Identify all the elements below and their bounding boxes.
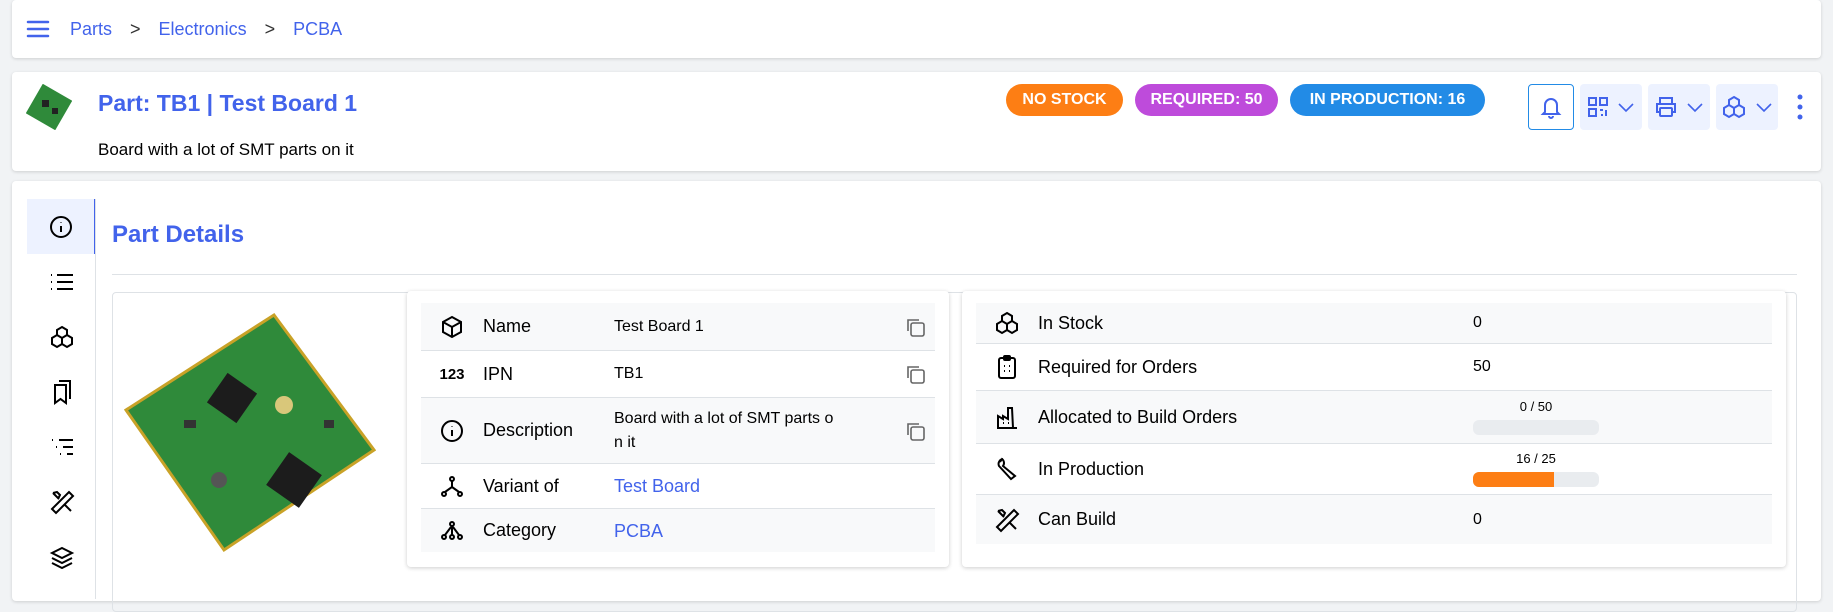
- table-row: In Production 16 / 25: [976, 444, 1772, 495]
- in-stock-label: In Stock: [1038, 312, 1104, 333]
- barcode-actions-button[interactable]: [1580, 84, 1642, 130]
- numbers-icon: 123: [439, 365, 465, 383]
- stock-actions-button[interactable]: [1716, 84, 1778, 130]
- sidebar-item-build-orders[interactable]: [27, 474, 96, 529]
- in-production-badge: IN PRODUCTION: 16: [1290, 84, 1485, 116]
- part-image: [124, 312, 376, 553]
- no-stock-badge: NO STOCK: [1006, 84, 1123, 116]
- ipn-value: TB1: [614, 365, 644, 382]
- name-label: Name: [483, 316, 532, 336]
- copy-icon: [907, 366, 925, 384]
- stack-icon: [49, 546, 74, 569]
- category-link[interactable]: PCBA: [614, 520, 664, 541]
- list-tree-icon: [51, 438, 73, 455]
- building-factory-icon: [997, 407, 1017, 429]
- allocated-label: Allocated to Build Orders: [1038, 406, 1238, 427]
- chevron-down-icon: [1756, 103, 1772, 113]
- name-value: Test Board 1: [614, 317, 704, 335]
- sidebar-divider: [95, 199, 96, 599]
- bell-icon: [1540, 98, 1562, 119]
- menu-icon[interactable]: [26, 19, 50, 39]
- dots-vertical-icon[interactable]: [1796, 94, 1804, 120]
- details-container: Name Test Board 1 123 IPN TB1 Description Bo…: [112, 291, 1797, 612]
- tool-icon: [997, 457, 1017, 481]
- print-actions-button[interactable]: [1648, 84, 1710, 130]
- table-row: In Stock 0: [976, 303, 1772, 344]
- category-label: Category: [483, 520, 557, 540]
- copy-button[interactable]: [895, 316, 935, 338]
- packages-icon: [1723, 95, 1745, 119]
- table-row: Required for Orders 50: [976, 344, 1772, 391]
- box-icon: [442, 315, 462, 338]
- table-row: Can Build 0: [976, 495, 1772, 544]
- divider: [112, 274, 1797, 275]
- clipboard-list-icon: [998, 355, 1016, 379]
- table-row: Allocated to Build Orders 0 / 50: [976, 391, 1772, 444]
- table-row: 123 IPN TB1: [421, 351, 935, 398]
- breadcrumb-pcba[interactable]: PCBA: [293, 18, 343, 39]
- table-row: Description Board with a lot of SMT parts…: [421, 398, 935, 464]
- description-label: Description: [483, 420, 574, 440]
- sidebar-item-used-in[interactable]: [27, 529, 96, 584]
- chevron-down-icon: [1687, 103, 1703, 113]
- variant-link[interactable]: Test Board: [614, 476, 701, 496]
- sidebar-item-parameters[interactable]: [27, 254, 96, 309]
- part-thumbnail: [26, 84, 72, 130]
- tools-icon: [50, 490, 74, 514]
- section-title: Part Details: [112, 221, 245, 248]
- sidebar-item-variants[interactable]: [27, 364, 96, 419]
- allocated-progress: 0 / 50: [1473, 399, 1599, 435]
- variant-label: Variant of: [483, 475, 559, 496]
- sidebar-item-stock[interactable]: [27, 309, 96, 364]
- copy-button[interactable]: [895, 363, 935, 385]
- required-label: Required for Orders: [1038, 356, 1198, 377]
- description-value: Board with a lot of SMT parts on it: [614, 409, 834, 451]
- table-row: Name Test Board 1: [421, 303, 935, 351]
- sidebar-item-bom[interactable]: [27, 419, 96, 474]
- can-build-label: Can Build: [1038, 509, 1117, 529]
- top-bar: Parts > Electronics > PCBA: [12, 0, 1821, 58]
- info-icon: [441, 419, 463, 442]
- breadcrumb-parts[interactable]: Parts: [70, 18, 113, 39]
- git-fork-icon: [441, 476, 463, 497]
- page-title: Part: TB1 | Test Board 1: [98, 90, 358, 116]
- in-production-label: In Production: [1038, 458, 1145, 479]
- breadcrumb-electronics[interactable]: Electronics: [158, 18, 247, 39]
- packages-icon: [50, 325, 73, 348]
- in-production-progress-fill: [1473, 472, 1554, 487]
- required-value: 50: [1473, 358, 1491, 375]
- stock-table: In Stock 0 Required for Orders 50 Allocate…: [962, 291, 1786, 567]
- in-stock-value: 0: [1473, 314, 1482, 331]
- part-description: Board with a lot of SMT parts on it: [98, 140, 354, 159]
- can-build-value: 0: [1473, 510, 1482, 528]
- packages-icon: [996, 311, 1018, 335]
- chevron-down-icon: [1618, 103, 1634, 113]
- ipn-label: IPN: [483, 363, 514, 384]
- breadcrumb-separator: >: [130, 18, 141, 39]
- part-details-table: Name Test Board 1 123 IPN TB1 Description Bo…: [407, 291, 949, 567]
- list-icon: [50, 273, 73, 290]
- tools-icon: [995, 508, 1020, 532]
- sidebar-item-details[interactable]: [27, 199, 96, 254]
- part-header: Part: TB1 | Test Board 1 Board with a lo…: [12, 72, 1821, 171]
- allocated-progress-text: 0 / 50: [1519, 399, 1553, 414]
- sidebar: [27, 199, 96, 584]
- bookmarks-icon: [53, 379, 71, 405]
- copy-icon: [907, 422, 925, 441]
- main-panel: Part Details Name Test Board 1 123 IPN TB1 …: [12, 181, 1821, 612]
- table-row: Variant of Test Board: [421, 464, 935, 509]
- printer-icon: [1656, 97, 1676, 117]
- subscribe-button[interactable]: [1528, 84, 1574, 130]
- required-badge: REQUIRED: 50: [1135, 84, 1278, 116]
- info-icon: [49, 215, 72, 238]
- sitemap-icon: [441, 520, 463, 540]
- table-row: Category PCBA: [421, 509, 935, 552]
- qrcode-icon: [1588, 97, 1608, 117]
- copy-button[interactable]: [895, 420, 935, 442]
- breadcrumb-separator: >: [264, 18, 276, 39]
- in-production-progress: 16 / 25: [1473, 451, 1599, 487]
- in-production-progress-text: 16 / 25: [1516, 451, 1556, 466]
- copy-icon: [907, 318, 925, 337]
